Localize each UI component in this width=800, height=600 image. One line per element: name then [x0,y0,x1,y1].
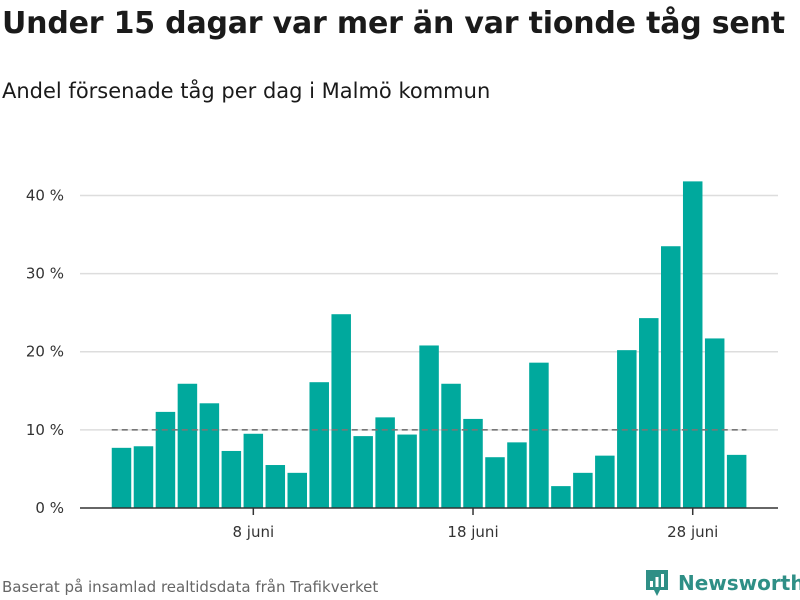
bars [111,181,747,509]
bar [573,472,593,508]
y-tick-label: 20 % [26,343,64,361]
bar [199,403,220,508]
bar [287,472,308,508]
bar [661,246,681,509]
bar [639,318,659,508]
bar [441,383,461,508]
bar [265,465,286,508]
x-tick-label: 8 juni [232,523,274,541]
chart-title: Under 15 dagar var mer än var tionde tåg… [2,6,785,41]
bar [243,433,264,508]
y-axis-labels: 0 % 10 % 20 % 30 % 40 % [26,186,64,517]
y-tick-label: 10 % [26,421,64,439]
x-tick-label: 28 juni [667,523,718,541]
y-tick-label: 30 % [26,265,64,283]
bar [133,446,154,508]
bar [221,450,242,508]
bar [726,454,747,508]
bar [551,486,571,508]
bar [419,345,439,508]
bar [704,338,725,508]
bar [375,417,395,508]
bar [353,436,373,508]
bar [331,314,351,508]
bar [595,455,615,508]
chart-subtitle: Andel försenade tåg per dag i Malmö komm… [2,79,491,103]
bar [507,442,527,508]
y-tick-label: 40 % [26,186,64,204]
bar [485,457,505,508]
bar [682,181,703,508]
brand-logo[interactable]: Newsworthy [644,568,800,598]
newsworthy-logo-icon [646,570,668,596]
x-tick-label: 18 juni [447,523,498,541]
bar [309,382,329,508]
y-tick-label: 0 % [35,499,64,517]
bar [111,447,132,508]
x-axis: 8 juni 18 juni 28 juni [80,507,778,541]
bar [463,418,483,508]
brand-name: Newsworthy [678,571,800,595]
bar [397,434,417,508]
bar [155,411,176,508]
bar [177,383,198,508]
bar [529,362,549,508]
source-caption: Baserat på insamlad realtidsdata från Tr… [2,578,379,596]
